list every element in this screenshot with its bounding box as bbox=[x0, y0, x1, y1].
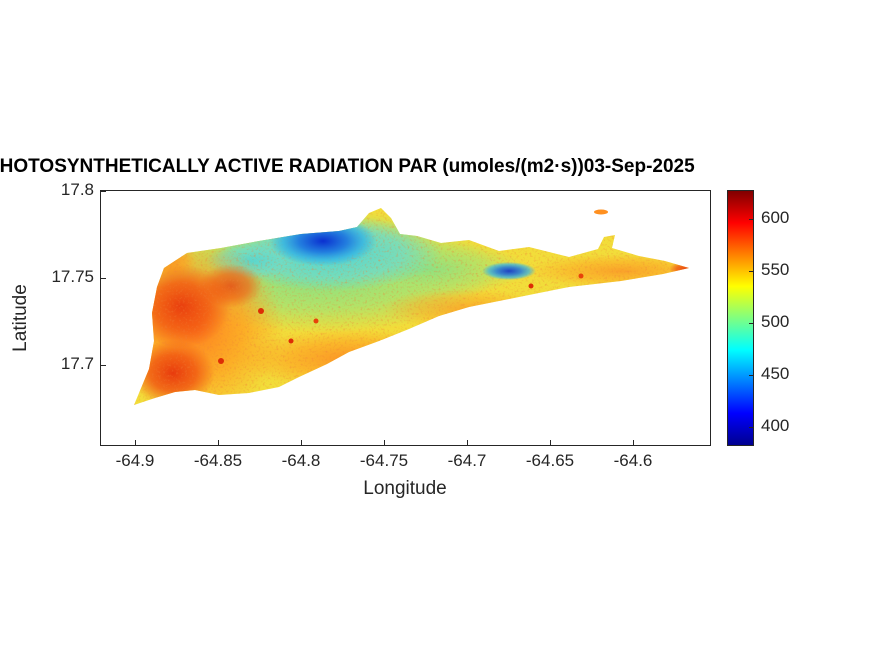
figure-title: PHOTOSYNTHETICALLY ACTIVE RADIATION PAR … bbox=[0, 156, 695, 177]
red-speck bbox=[438, 328, 444, 334]
x-tick-mark bbox=[301, 440, 302, 445]
x-tick-label: -64.8 bbox=[281, 451, 321, 470]
island-heatmap bbox=[134, 208, 689, 405]
par-heatmap-svg bbox=[134, 208, 689, 405]
colorbar-tick-label: 550 bbox=[761, 260, 790, 279]
colorbar-tick-label: 450 bbox=[761, 364, 790, 383]
y-tick-label: 17.8 bbox=[60, 180, 94, 199]
x-tick-mark bbox=[467, 440, 468, 445]
red-speck bbox=[398, 348, 404, 354]
colorbar-tick-mark bbox=[749, 271, 753, 272]
red-speck bbox=[258, 308, 264, 314]
y-tick-label: 17.75 bbox=[51, 267, 94, 286]
y-tick-mark bbox=[101, 278, 106, 279]
red-speck bbox=[528, 283, 534, 289]
colorbar-tick-label: 600 bbox=[761, 208, 790, 227]
colorbar-tick-label: 500 bbox=[761, 312, 790, 331]
x-tick-mark bbox=[135, 440, 136, 445]
x-tick-mark bbox=[384, 440, 385, 445]
red-speck bbox=[313, 318, 319, 324]
y-tick-mark bbox=[101, 191, 106, 192]
x-tick-label: -64.85 bbox=[193, 451, 243, 470]
x-tick-label: -64.9 bbox=[115, 451, 155, 470]
x-tick-mark bbox=[218, 440, 219, 445]
blue-patch-east bbox=[482, 262, 536, 280]
x-tick-mark bbox=[550, 440, 551, 445]
y-tick-mark bbox=[101, 365, 106, 366]
red-speck bbox=[218, 358, 224, 364]
red-speckle-noise bbox=[134, 208, 689, 405]
x-tick-label: -64.6 bbox=[613, 451, 653, 470]
colorbar-tick-mark bbox=[749, 427, 753, 428]
x-tick-mark bbox=[633, 440, 634, 445]
blue-par-minimum bbox=[269, 216, 377, 266]
colorbar bbox=[727, 190, 754, 446]
y-axis-label: Latitude bbox=[10, 284, 31, 352]
y-tick-label: 17.7 bbox=[60, 354, 94, 373]
x-tick-label: -64.7 bbox=[447, 451, 487, 470]
x-axis-label: Longitude bbox=[363, 478, 447, 499]
colorbar-tick-mark bbox=[749, 219, 753, 220]
red-speck bbox=[578, 273, 584, 279]
colorbar-tick-mark bbox=[749, 323, 753, 324]
plot-area bbox=[100, 190, 711, 446]
red-speck bbox=[288, 338, 294, 344]
colorbar-tick-label: 400 bbox=[761, 416, 790, 435]
offshore-speck bbox=[594, 209, 608, 215]
x-tick-label: -64.75 bbox=[359, 451, 409, 470]
x-tick-label: -64.65 bbox=[525, 451, 575, 470]
colorbar-tick-mark bbox=[749, 375, 753, 376]
